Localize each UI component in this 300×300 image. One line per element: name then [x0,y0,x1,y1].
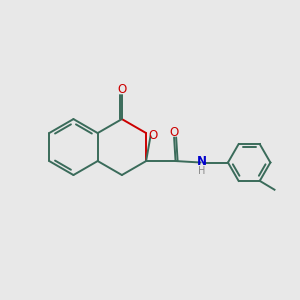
Text: O: O [169,126,179,139]
Text: O: O [117,83,127,96]
Text: O: O [148,129,157,142]
Text: H: H [198,166,206,176]
Text: N: N [197,155,207,168]
